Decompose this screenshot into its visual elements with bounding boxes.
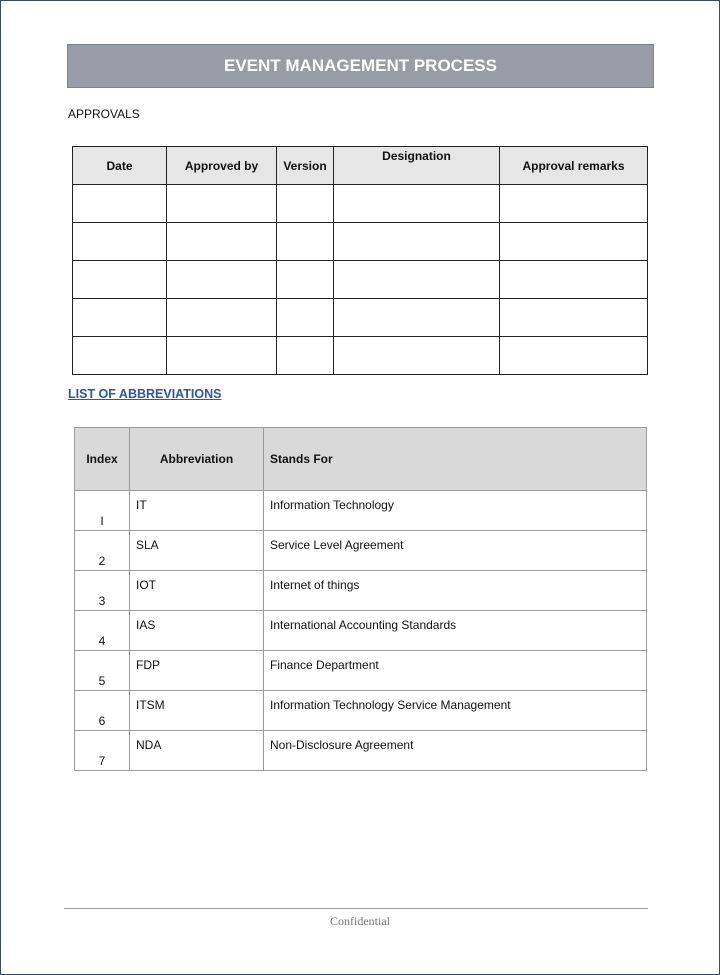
approval-cell: [72, 298, 167, 337]
index-cell: 4: [74, 610, 130, 651]
stands-for-cell: Service Level Agreement: [263, 530, 647, 571]
approval-row: [72, 260, 648, 299]
abbreviation-cell: ITSM: [129, 690, 264, 731]
abbreviations-heading: LIST OF ABBREVIATIONS: [68, 387, 222, 401]
approval-cell: [333, 298, 500, 337]
approval-cell: [499, 298, 648, 337]
approvals-table: Date Approved by Version Designation App…: [72, 146, 648, 375]
col-abbreviation: Abbreviation: [129, 427, 264, 491]
approval-cell: [166, 298, 277, 337]
stands-for-cell: Internet of things: [263, 570, 647, 611]
approval-cell: [166, 222, 277, 261]
approval-cell: [333, 260, 500, 299]
stands-for-cell: Non-Disclosure Agreement: [263, 730, 647, 771]
approval-cell: [499, 184, 648, 223]
col-index: Index: [74, 427, 130, 491]
col-approved-by: Approved by: [166, 146, 277, 185]
index-cell: 5: [74, 650, 130, 691]
abbreviation-cell: NDA: [129, 730, 264, 771]
page-title: EVENT MANAGEMENT PROCESS: [67, 44, 654, 88]
approval-cell: [333, 336, 500, 375]
approval-cell: [72, 260, 167, 299]
approval-cell: [72, 222, 167, 261]
abbreviation-row: 6 ITSM Information Technology Service Mana…: [74, 690, 647, 731]
abbreviation-row: I IT Information Technology: [74, 490, 647, 531]
stands-for-cell: International Accounting Standards: [263, 610, 647, 651]
col-designation: Designation: [333, 146, 500, 185]
col-version: Version: [276, 146, 334, 185]
approval-row: [72, 298, 648, 337]
abbreviation-row: 4 IAS International Accounting Standards: [74, 610, 647, 651]
col-stands-for: Stands For: [263, 427, 647, 491]
approval-row: [72, 222, 648, 261]
approval-cell: [276, 260, 334, 299]
approval-row: [72, 336, 648, 375]
approvals-label: APPROVALS: [68, 107, 140, 121]
index-cell: 2: [74, 530, 130, 571]
col-date: Date: [72, 146, 167, 185]
approval-row: [72, 184, 648, 223]
approval-cell: [166, 260, 277, 299]
approval-cell: [166, 336, 277, 375]
approval-cell: [276, 336, 334, 375]
footer-divider: [64, 908, 648, 909]
abbreviation-row: 5 FDP Finance Department: [74, 650, 647, 691]
abbreviation-cell: FDP: [129, 650, 264, 691]
approval-cell: [499, 336, 648, 375]
abbreviation-row: 3 IOT Internet of things: [74, 570, 647, 611]
approval-cell: [166, 184, 277, 223]
abbreviation-cell: IT: [129, 490, 264, 531]
approval-cell: [276, 184, 334, 223]
index-cell: I: [74, 490, 130, 531]
abbreviation-row: 2 SLA Service Level Agreement: [74, 530, 647, 571]
abbreviation-cell: SLA: [129, 530, 264, 571]
abbreviation-cell: IAS: [129, 610, 264, 651]
index-cell: 7: [74, 730, 130, 771]
abbreviations-table: Index Abbreviation Stands For I IT Informa…: [74, 427, 647, 771]
abbreviation-row: 7 NDA Non-Disclosure Agreement: [74, 730, 647, 771]
approval-cell: [333, 222, 500, 261]
approval-cell: [276, 222, 334, 261]
approval-cell: [333, 184, 500, 223]
stands-for-cell: Information Technology: [263, 490, 647, 531]
stands-for-cell: Information Technology Service Managemen…: [263, 690, 647, 731]
approval-cell: [499, 260, 648, 299]
footer-confidential: Confidential: [330, 914, 390, 928]
approval-cell: [499, 222, 648, 261]
abbreviation-cell: IOT: [129, 570, 264, 611]
index-cell: 6: [74, 690, 130, 731]
col-approval-remarks: Approval remarks: [499, 146, 648, 185]
index-cell: 3: [74, 570, 130, 611]
approval-cell: [72, 184, 167, 223]
approval-cell: [72, 336, 167, 375]
stands-for-cell: Finance Department: [263, 650, 647, 691]
approval-cell: [276, 298, 334, 337]
